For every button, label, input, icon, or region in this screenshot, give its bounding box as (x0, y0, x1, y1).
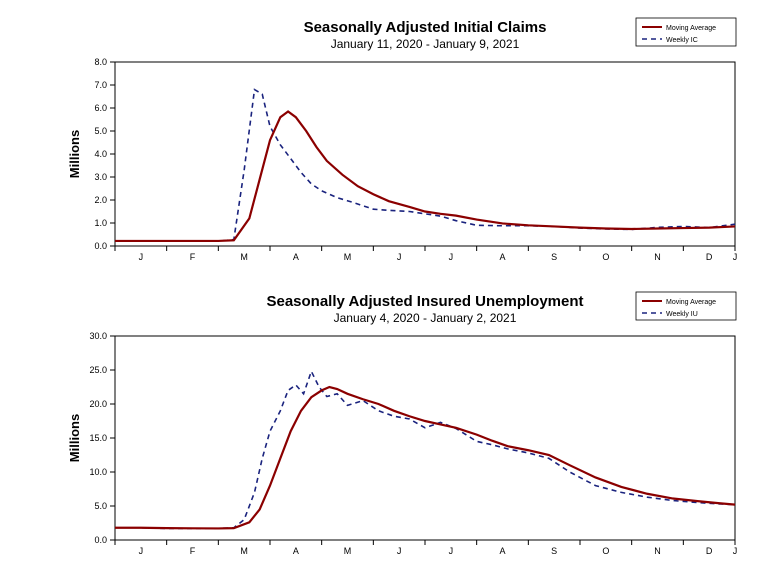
charts-root: Seasonally Adjusted Initial ClaimsJanuar… (0, 0, 760, 583)
x-tick-label: M (344, 252, 352, 262)
x-tick-label: F (190, 252, 196, 262)
y-tick-label: 7.0 (94, 80, 107, 90)
y-tick-label: 0.0 (94, 241, 107, 251)
y-tick-label: 2.0 (94, 195, 107, 205)
legend-label: Moving Average (666, 299, 716, 306)
x-tick-label: D (706, 252, 713, 262)
x-tick-label: N (654, 546, 661, 556)
y-tick-label: 25.0 (89, 365, 107, 375)
y-tick-label: 10.0 (89, 467, 107, 477)
chart-title: Seasonally Adjusted Initial Claims (304, 19, 547, 36)
series-line (115, 111, 735, 240)
plot-border (115, 336, 735, 540)
legend-label: Moving Average (666, 25, 716, 32)
chart-subtitle: January 11, 2020 - January 9, 2021 (331, 37, 520, 51)
x-tick-label: S (551, 546, 557, 556)
x-tick-label: O (602, 252, 609, 262)
y-tick-label: 3.0 (94, 172, 107, 182)
x-tick-label: J (139, 546, 144, 556)
y-tick-label: 20.0 (89, 399, 107, 409)
y-tick-label: 8.0 (94, 57, 107, 67)
y-axis-label: Millions (67, 414, 82, 462)
x-tick-label: M (240, 546, 248, 556)
series-line (115, 387, 735, 528)
x-tick-label: J (397, 546, 402, 556)
series-line (115, 371, 735, 528)
x-tick-label: N (654, 252, 661, 262)
x-tick-label: F (190, 546, 196, 556)
x-tick-label: J (449, 252, 454, 262)
x-tick-label: M (240, 252, 248, 262)
legend-label: Weekly IC (666, 37, 698, 44)
x-tick-label: S (551, 252, 557, 262)
x-tick-label: J (449, 546, 454, 556)
y-tick-label: 5.0 (94, 126, 107, 136)
x-tick-label: J (733, 546, 738, 556)
plot-border (115, 62, 735, 246)
chart: Seasonally Adjusted Insured Unemployment… (65, 290, 745, 575)
x-tick-label: O (602, 546, 609, 556)
chart: Seasonally Adjusted Initial ClaimsJanuar… (65, 16, 745, 281)
y-axis-label: Millions (67, 130, 82, 178)
series-line (115, 90, 735, 242)
y-tick-label: 4.0 (94, 149, 107, 159)
x-tick-label: A (499, 252, 505, 262)
x-tick-label: D (706, 546, 713, 556)
chart-title: Seasonally Adjusted Insured Unemployment (266, 293, 583, 310)
y-tick-label: 15.0 (89, 433, 107, 443)
y-tick-label: 30.0 (89, 331, 107, 341)
x-tick-label: J (397, 252, 402, 262)
chart-subtitle: January 4, 2020 - January 2, 2021 (334, 311, 517, 325)
y-tick-label: 6.0 (94, 103, 107, 113)
x-tick-label: J (139, 252, 144, 262)
y-tick-label: 5.0 (94, 501, 107, 511)
x-tick-label: M (344, 546, 352, 556)
legend-label: Weekly IU (666, 311, 698, 318)
x-tick-label: J (733, 252, 738, 262)
y-tick-label: 0.0 (94, 535, 107, 545)
x-tick-label: A (499, 546, 505, 556)
x-tick-label: A (293, 546, 299, 556)
y-tick-label: 1.0 (94, 218, 107, 228)
x-tick-label: A (293, 252, 299, 262)
